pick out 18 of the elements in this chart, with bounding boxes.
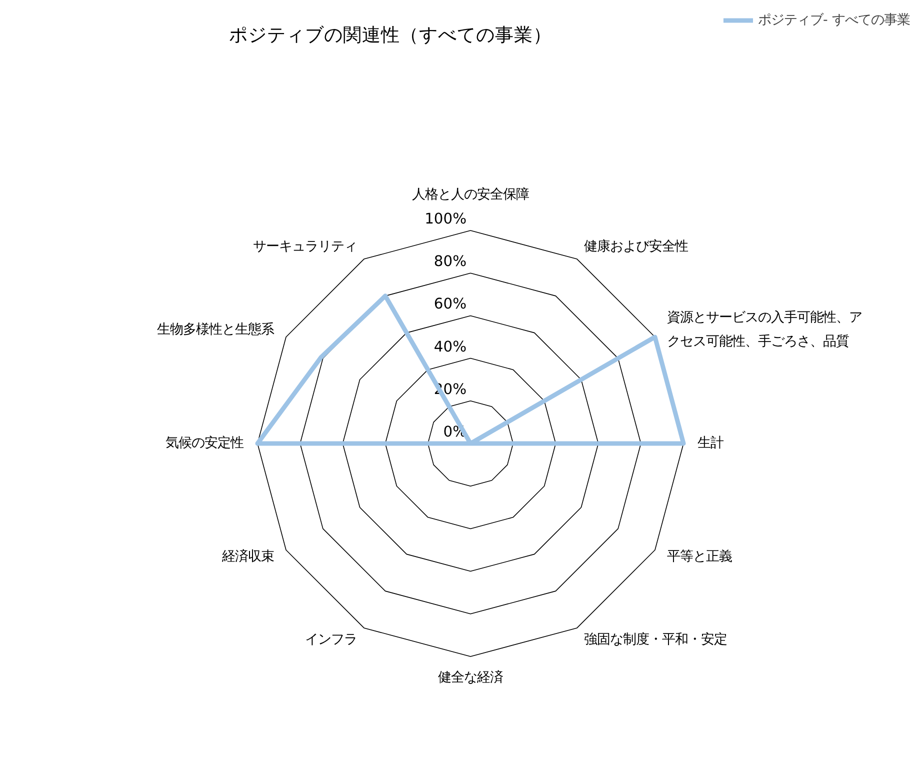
spoke-label: サーキュラリティ	[253, 239, 357, 254]
spoke-label: 資源とサービスの入手可能性、アクセス可能性、手ごろさ、品質	[667, 310, 862, 350]
y-tick-label: 40%	[434, 338, 467, 356]
text: ポジティブの関連性（すべての事業）	[229, 25, 552, 46]
y-tick-label: 60%	[434, 296, 467, 313]
y-tick-label: 80%	[434, 253, 467, 270]
y-tick-label: 100%	[424, 210, 467, 228]
spoke-label: 健全な経済	[438, 670, 503, 686]
spoke-label: 経済収束	[220, 548, 274, 564]
spoke-label: インフラ	[305, 632, 357, 648]
legend-label: ポジティブ- すべての事業	[758, 12, 910, 29]
spoke-label: 人格と人の安全保障	[412, 186, 529, 202]
spoke-label: 生物多様性と生態系	[156, 322, 274, 338]
spoke-label: 生計	[698, 436, 724, 451]
spoke-label: 平等と正義	[667, 550, 732, 564]
spoke-label: 気候の安定性	[166, 435, 244, 451]
spoke-label: 強固な制度・平和・安定	[584, 632, 727, 648]
spoke-label: 健康および安全性	[584, 238, 688, 254]
